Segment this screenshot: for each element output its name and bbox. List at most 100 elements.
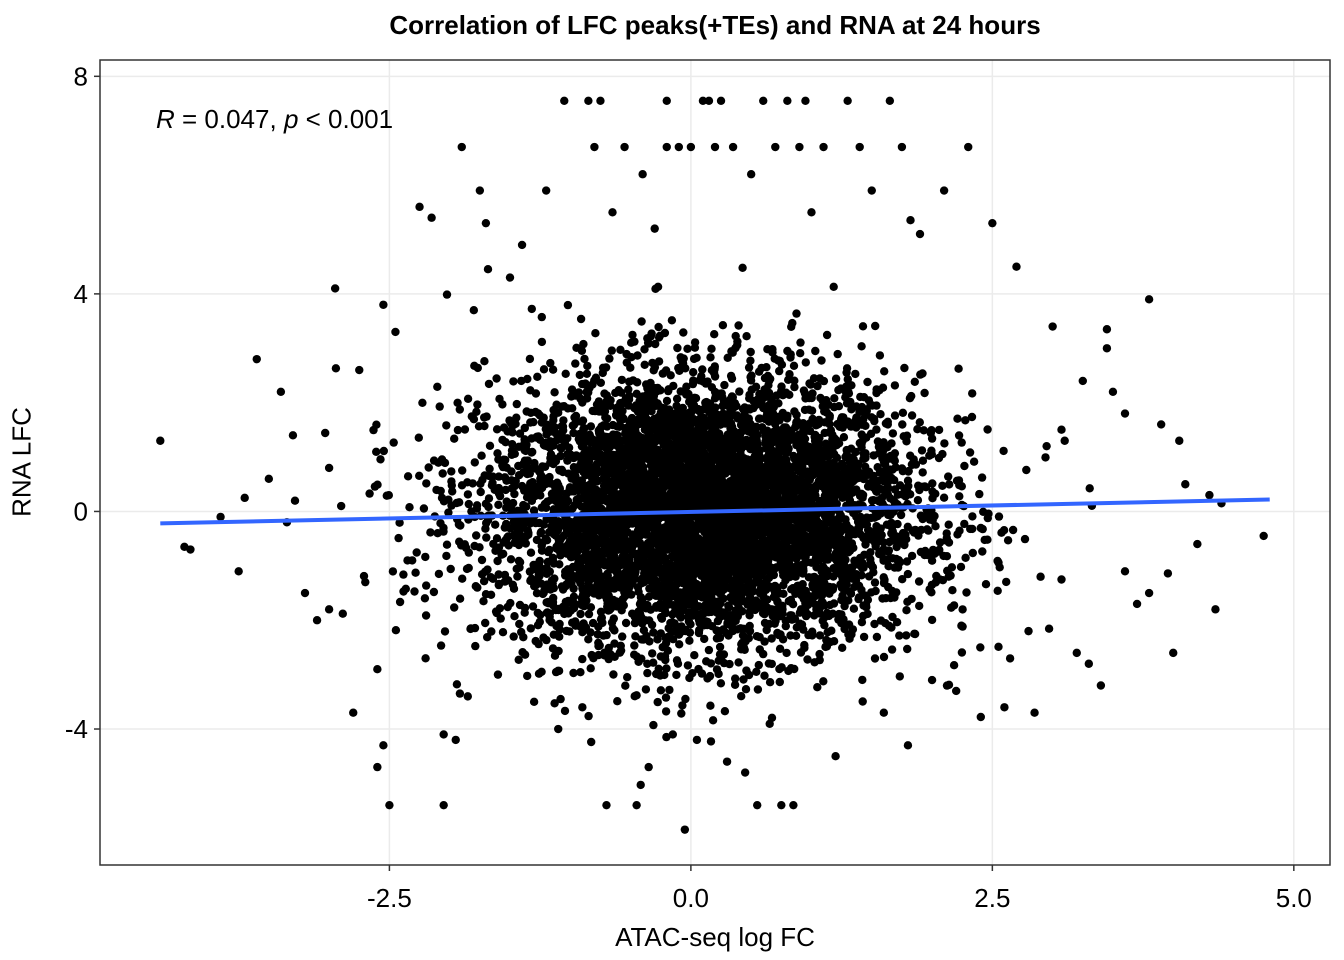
data-point (505, 416, 514, 425)
data-point (422, 479, 431, 488)
data-point (506, 524, 515, 533)
data-point (838, 493, 847, 502)
data-point (582, 495, 591, 504)
data-point (837, 610, 846, 619)
data-point (632, 389, 641, 398)
data-point (867, 513, 876, 523)
data-point (907, 551, 917, 561)
data-point (961, 416, 970, 425)
data-point (664, 386, 673, 396)
data-point (519, 500, 528, 510)
data-point (829, 282, 838, 291)
data-point (519, 633, 528, 642)
data-point (944, 472, 953, 481)
data-point (405, 503, 414, 512)
data-point (706, 353, 715, 362)
data-point (571, 359, 580, 368)
data-point (421, 611, 431, 620)
data-point (581, 464, 591, 474)
data-point (883, 417, 892, 426)
data-point (822, 586, 831, 595)
data-point (525, 469, 534, 478)
data-point (870, 654, 880, 663)
data-point (641, 685, 651, 694)
data-point (944, 520, 953, 529)
data-point (470, 361, 479, 370)
data-point (808, 414, 817, 424)
data-point (525, 354, 535, 364)
data-point (735, 387, 744, 396)
data-point (512, 413, 521, 422)
data-point (962, 588, 971, 597)
data-point (492, 425, 502, 434)
data-point (497, 550, 506, 559)
data-point (458, 574, 467, 583)
data-point (552, 526, 562, 535)
data-point (496, 614, 505, 623)
data-point (463, 394, 473, 403)
data-point (662, 396, 672, 406)
data-point (910, 377, 919, 386)
data-point (994, 558, 1003, 567)
data-point (955, 526, 964, 535)
data-point (677, 709, 686, 718)
data-point (618, 632, 627, 641)
data-point (446, 564, 455, 574)
data-point (940, 439, 949, 448)
data-point (436, 486, 445, 496)
data-point (727, 405, 737, 414)
data-point (586, 422, 596, 431)
data-point (845, 496, 855, 505)
data-point (654, 417, 664, 427)
data-point (706, 737, 716, 746)
data-point (916, 370, 925, 379)
data-point (879, 556, 888, 565)
data-point (607, 346, 616, 355)
data-point (578, 379, 587, 389)
data-point (683, 430, 693, 439)
data-point (690, 651, 699, 660)
data-point (730, 680, 740, 689)
data-point (586, 603, 596, 612)
data-point (689, 354, 699, 364)
data-point (471, 641, 480, 651)
data-point (473, 400, 482, 409)
data-point (752, 632, 762, 641)
data-point (732, 411, 742, 420)
data-point (709, 584, 718, 593)
data-point (715, 633, 725, 642)
data-point (539, 365, 549, 374)
data-point (944, 680, 954, 689)
data-point (653, 697, 662, 707)
data-point (565, 627, 574, 636)
data-point (903, 476, 913, 485)
data-point (599, 473, 609, 482)
data-point (968, 389, 977, 398)
data-point (676, 613, 686, 622)
data-point (522, 407, 531, 416)
data-point (531, 389, 541, 398)
data-point (953, 414, 962, 423)
data-point (627, 338, 636, 347)
data-point (661, 366, 671, 375)
data-point (1044, 624, 1054, 633)
data-point (785, 390, 794, 399)
data-point (338, 609, 347, 618)
data-point (718, 321, 728, 330)
data-point (777, 360, 787, 369)
data-point (896, 510, 906, 520)
data-point (502, 503, 511, 512)
data-point (483, 265, 493, 274)
data-point (648, 358, 657, 368)
data-point (870, 578, 880, 587)
data-point (672, 401, 681, 411)
data-point (444, 508, 453, 517)
data-point (944, 538, 954, 547)
data-point (863, 377, 872, 387)
data-point (520, 608, 529, 617)
data-point (533, 372, 542, 381)
data-point (555, 632, 564, 641)
data-point (594, 641, 603, 651)
data-point (744, 634, 753, 643)
data-point (520, 435, 529, 444)
